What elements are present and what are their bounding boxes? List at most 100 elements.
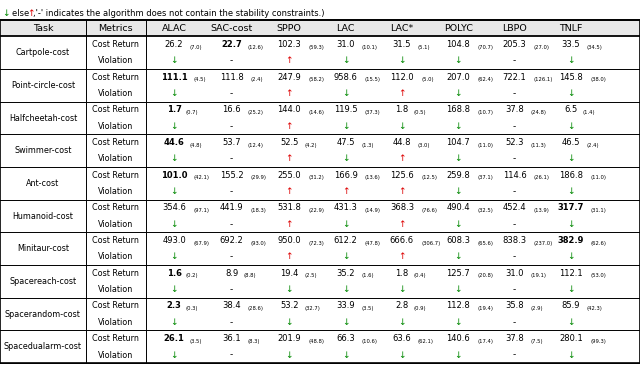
Text: 125.6: 125.6 [390,171,414,180]
Text: Violation: Violation [98,187,134,196]
Text: (0.4): (0.4) [413,273,426,278]
Text: (12.5): (12.5) [421,175,437,180]
Text: ↓: ↓ [454,285,462,294]
Text: 452.4: 452.4 [503,203,526,212]
Text: 36.1: 36.1 [222,334,241,343]
Text: ↑: ↑ [285,253,293,261]
Text: 255.0: 255.0 [278,171,301,180]
Text: Cost Return: Cost Return [92,269,140,278]
Text: 22.7: 22.7 [221,40,242,49]
Text: -: - [513,57,516,65]
Text: 207.0: 207.0 [446,73,470,82]
Text: (3.0): (3.0) [417,143,430,148]
Text: 1.6: 1.6 [166,269,182,278]
Text: ↓: ↓ [567,154,575,164]
Text: -: - [230,285,234,294]
Text: (2.5): (2.5) [305,273,317,278]
Text: 26.1: 26.1 [164,334,184,343]
Text: 531.8: 531.8 [277,203,301,212]
Text: ↓: ↓ [342,122,349,131]
Text: 1.8: 1.8 [396,105,408,115]
Text: 31.0: 31.0 [506,269,524,278]
Text: ↓: ↓ [285,318,293,327]
Text: Spacedualarm-cost: Spacedualarm-cost [4,342,82,351]
Text: (29.9): (29.9) [251,175,267,180]
Text: (0.7): (0.7) [186,110,198,115]
Text: (0.5): (0.5) [413,110,426,115]
Text: 111.1: 111.1 [161,73,188,82]
Text: ↓: ↓ [454,253,462,261]
Text: Cost Return: Cost Return [92,334,140,343]
Text: (0.3): (0.3) [186,306,198,311]
Text: (93.0): (93.0) [251,241,267,246]
Text: (67.9): (67.9) [193,241,209,246]
Text: -: - [230,253,234,261]
Text: 33.9: 33.9 [336,301,355,311]
Text: LAC*: LAC* [390,24,413,33]
Text: 493.0: 493.0 [162,236,186,245]
Text: TNLF: TNLF [559,24,582,33]
Text: 19.4: 19.4 [280,269,298,278]
Text: 201.9: 201.9 [278,334,301,343]
Text: (22.9): (22.9) [308,208,324,213]
Text: (10.1): (10.1) [361,45,377,50]
Text: Violation: Violation [98,89,134,98]
Text: -: - [513,122,516,131]
Text: 666.6: 666.6 [390,236,414,245]
Text: (19.4): (19.4) [477,306,493,311]
Text: ↓: ↓ [398,350,406,360]
Text: 317.7: 317.7 [557,203,584,212]
Text: ↓: ↓ [170,220,178,229]
Text: (306.7): (306.7) [421,241,440,246]
Text: (0.2): (0.2) [186,273,198,278]
Text: (24.8): (24.8) [530,110,546,115]
Text: (1.4): (1.4) [582,110,595,115]
Text: 155.2: 155.2 [220,171,243,180]
Text: ↓: ↓ [342,220,349,229]
Text: ↑: ↑ [398,220,406,229]
Text: Violation: Violation [98,318,134,327]
Text: -: - [230,154,234,164]
Text: Cost Return: Cost Return [92,236,140,245]
Text: (62.4): (62.4) [477,77,493,82]
Text: ↓: ↓ [567,350,575,360]
Text: (31.1): (31.1) [590,208,606,213]
Text: (11.0): (11.0) [477,143,493,148]
Text: ↑: ↑ [398,89,406,98]
Text: Violation: Violation [98,57,134,65]
Text: ↓: ↓ [170,285,178,294]
Text: 44.8: 44.8 [393,138,411,147]
Text: -: - [230,350,234,360]
Text: (14.6): (14.6) [308,110,324,115]
Text: Violation: Violation [98,220,134,229]
Text: (2.4): (2.4) [586,143,599,148]
Text: ↓: ↓ [567,253,575,261]
Text: Violation: Violation [98,122,134,131]
Text: (26.1): (26.1) [534,175,550,180]
Text: ↓: ↓ [170,89,178,98]
Text: ↑: ↑ [285,187,293,196]
Text: ,'-' indicates the algorithm does not contain the stability constraints.): ,'-' indicates the algorithm does not co… [33,9,324,18]
Text: (70.7): (70.7) [477,45,493,50]
Text: ↑: ↑ [398,253,406,261]
Text: 838.3: 838.3 [502,236,527,245]
Text: else: else [12,9,31,18]
Text: (4.5): (4.5) [193,77,206,82]
Text: 119.5: 119.5 [334,105,357,115]
Text: ↑: ↑ [285,220,293,229]
Text: 37.8: 37.8 [505,105,524,115]
Text: (4.2): (4.2) [305,143,317,148]
Text: Cost Return: Cost Return [92,73,140,82]
Text: 354.6: 354.6 [162,203,186,212]
Text: (2.4): (2.4) [251,77,264,82]
Text: (97.1): (97.1) [193,208,209,213]
Text: (53.0): (53.0) [590,273,606,278]
Text: (5.1): (5.1) [417,45,430,50]
Text: 144.0: 144.0 [278,105,301,115]
Text: (14.9): (14.9) [365,208,381,213]
Text: Cost Return: Cost Return [92,105,140,115]
Text: (8.8): (8.8) [243,273,256,278]
Text: 2.3: 2.3 [166,301,182,311]
Text: Cost Return: Cost Return [92,203,140,212]
Text: 166.9: 166.9 [333,171,358,180]
